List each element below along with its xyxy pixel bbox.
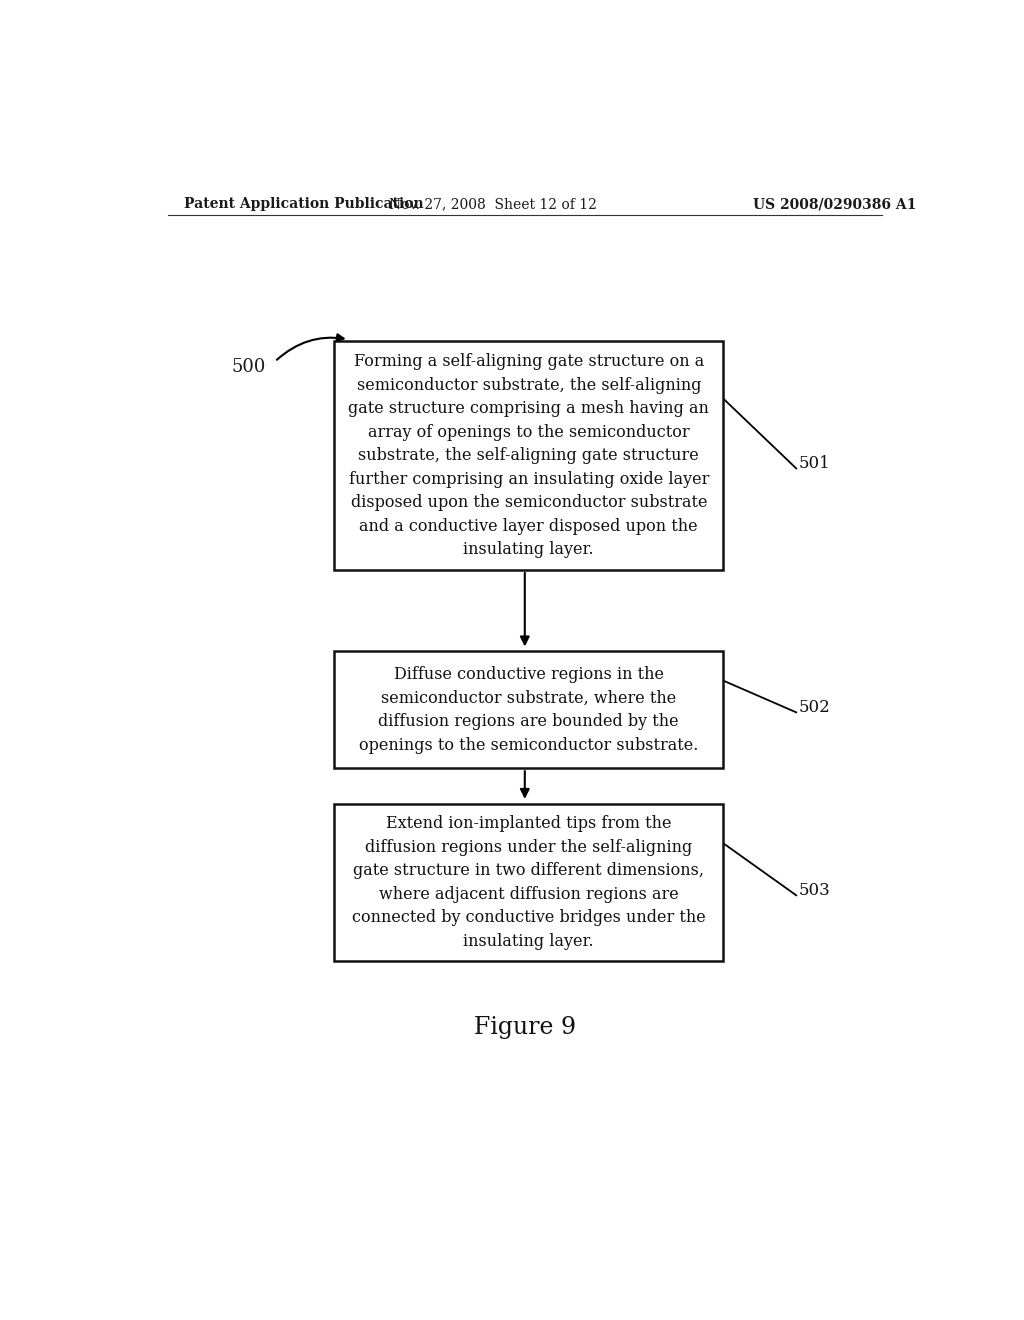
Text: Nov. 27, 2008  Sheet 12 of 12: Nov. 27, 2008 Sheet 12 of 12 xyxy=(389,197,597,211)
Text: Extend ion-implanted tips from the
diffusion regions under the self-aligning
gat: Extend ion-implanted tips from the diffu… xyxy=(352,816,706,950)
Bar xyxy=(334,804,723,961)
Bar xyxy=(334,651,723,768)
Text: US 2008/0290386 A1: US 2008/0290386 A1 xyxy=(753,197,916,211)
Text: 501: 501 xyxy=(799,455,830,471)
Text: Diffuse conductive regions in the
semiconductor substrate, where the
diffusion r: Diffuse conductive regions in the semico… xyxy=(359,667,698,754)
Text: Patent Application Publication: Patent Application Publication xyxy=(183,197,423,211)
Text: 500: 500 xyxy=(231,358,265,376)
Bar xyxy=(334,342,723,570)
Text: 503: 503 xyxy=(799,882,830,899)
Text: 502: 502 xyxy=(799,698,830,715)
Text: Forming a self-aligning gate structure on a
semiconductor substrate, the self-al: Forming a self-aligning gate structure o… xyxy=(348,354,710,558)
Text: Figure 9: Figure 9 xyxy=(474,1016,575,1039)
